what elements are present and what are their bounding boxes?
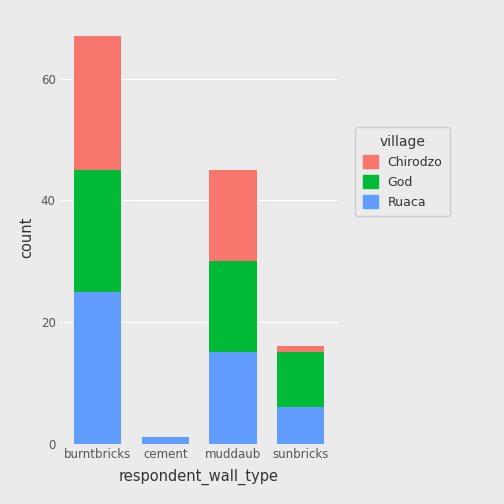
- Bar: [209, 261, 257, 352]
- Y-axis label: count: count: [19, 216, 34, 258]
- Bar: [142, 437, 189, 444]
- Bar: [277, 407, 324, 444]
- Bar: [74, 170, 121, 292]
- Bar: [74, 36, 121, 170]
- Legend: Chirodzo, God, Ruaca: Chirodzo, God, Ruaca: [355, 128, 450, 216]
- Bar: [209, 352, 257, 444]
- Bar: [74, 292, 121, 444]
- Bar: [209, 170, 257, 261]
- Bar: [277, 352, 324, 407]
- X-axis label: respondent_wall_type: respondent_wall_type: [119, 468, 279, 484]
- Bar: [277, 346, 324, 352]
